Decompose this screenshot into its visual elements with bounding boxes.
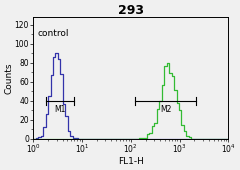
Y-axis label: Counts: Counts: [4, 62, 13, 94]
X-axis label: FL1-H: FL1-H: [118, 157, 144, 166]
Text: control: control: [38, 29, 69, 38]
Title: 293: 293: [118, 4, 144, 17]
Text: M1: M1: [54, 105, 66, 114]
Text: M2: M2: [160, 105, 171, 114]
